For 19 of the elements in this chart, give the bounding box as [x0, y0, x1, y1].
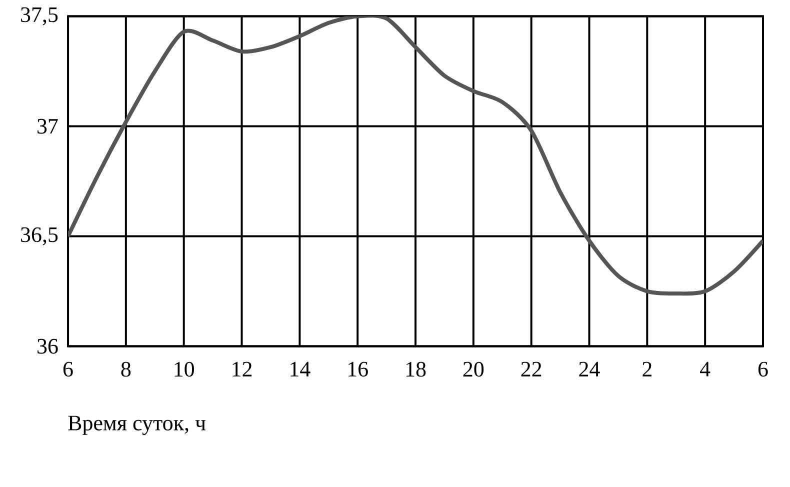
x-tick-label: 4 — [700, 362, 710, 376]
x-tick-label: 6 — [758, 362, 768, 376]
x-tick-label: 12 — [232, 362, 252, 376]
y-tick-label: 37,5 — [21, 7, 58, 26]
x-tick-label: 10 — [174, 362, 194, 377]
x-tick-label: 24 — [579, 362, 600, 376]
x-tick-label: 18 — [406, 362, 426, 377]
x-tick-label: 20 — [463, 362, 484, 377]
x-tick-label: 16 — [348, 362, 368, 376]
x-tick-label: 8 — [121, 362, 131, 377]
line-series — [68, 16, 763, 296]
x-tick-label: 6 — [63, 362, 73, 376]
y-tick-label: 37 — [38, 118, 58, 134]
x-tick-label: 14 — [290, 362, 310, 376]
x-axis-title: Время суток, ч — [68, 416, 206, 435]
y-tick-label: 36,5 — [21, 227, 58, 246]
x-tick-label: 2 — [642, 362, 652, 376]
y-tick-label: 36 — [38, 338, 58, 354]
x-tick-label: 22 — [521, 362, 542, 376]
